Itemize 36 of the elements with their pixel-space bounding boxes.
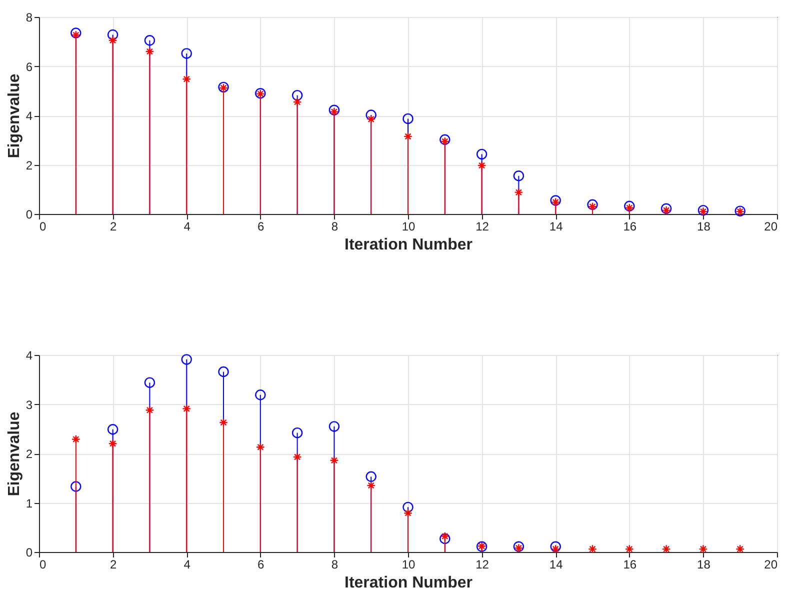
- x-tick-label: 18: [697, 220, 711, 234]
- x-tick-label: 18: [697, 558, 711, 572]
- x-tick-label: 14: [549, 558, 564, 572]
- y-tick-label: 1: [26, 496, 33, 510]
- x-tick-label: 12: [476, 558, 490, 572]
- y-tick-label: 4: [26, 109, 33, 123]
- x-tick-label: 0: [40, 220, 46, 234]
- y-tick-label: 4: [26, 348, 33, 362]
- y-tick-label: 0: [26, 546, 33, 560]
- y-axis-title: Eigenvalue: [6, 74, 23, 158]
- y-tick-label: 0: [26, 208, 33, 222]
- y-tick-label: 2: [26, 158, 33, 172]
- x-tick-label: 10: [402, 558, 416, 572]
- y-tick-label: 8: [26, 10, 33, 24]
- x-tick-label: 0: [40, 558, 46, 572]
- x-tick-label: 8: [331, 220, 338, 234]
- x-tick-label: 12: [476, 220, 490, 234]
- x-tick-label: 20: [764, 558, 778, 572]
- x-tick-label: 4: [184, 558, 191, 572]
- y-tick-label: 6: [26, 60, 33, 74]
- x-tick-label: 10: [402, 220, 416, 234]
- x-tick-label: 16: [623, 558, 637, 572]
- x-tick-label: 4: [184, 220, 191, 234]
- x-tick-label: 6: [258, 220, 265, 234]
- x-tick-label: 8: [331, 558, 338, 572]
- x-tick-label: 20: [764, 220, 778, 234]
- y-axis-title: Eigenvalue: [6, 412, 23, 496]
- y-tick-label: 3: [26, 398, 33, 412]
- x-tick-label: 14: [549, 220, 564, 234]
- x-tick-label: 6: [258, 558, 265, 572]
- x-tick-label: 16: [623, 220, 637, 234]
- y-tick-label: 2: [26, 447, 33, 461]
- x-tick-label: 2: [110, 558, 117, 572]
- x-axis-title: Iteration Number: [344, 574, 473, 592]
- x-tick-label: 2: [110, 220, 117, 234]
- x-axis-title: Iteration Number: [344, 236, 473, 254]
